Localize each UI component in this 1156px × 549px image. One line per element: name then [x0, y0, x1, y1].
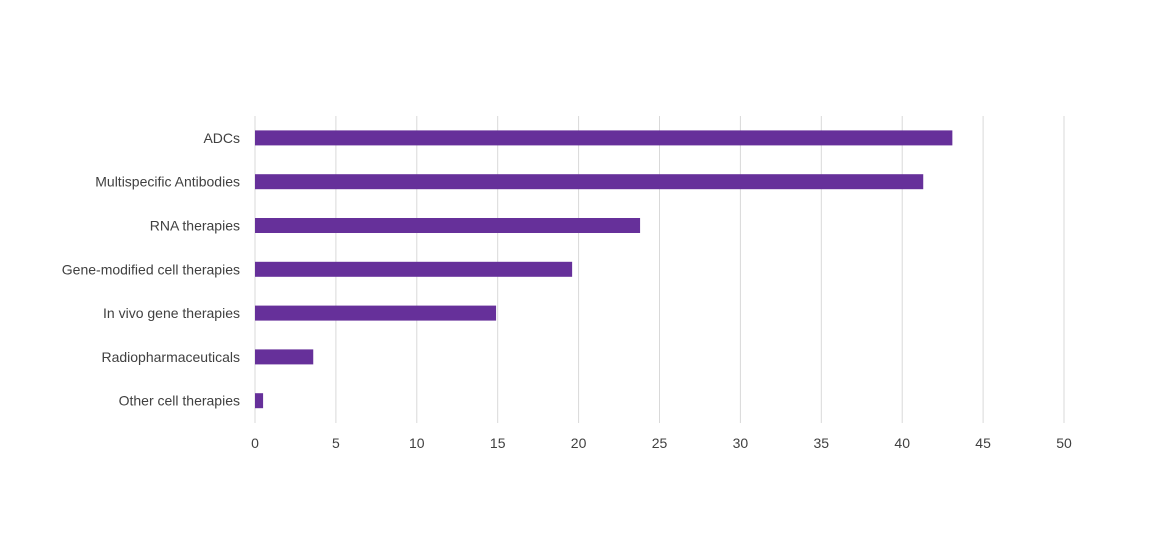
- x-tick-labels: 0 5 10 15 20 25 30 35 40 45 50: [251, 435, 1072, 451]
- x-tick-label: 25: [652, 435, 668, 451]
- category-label: RNA therapies: [150, 218, 240, 234]
- bar-radiopharmaceuticals: [255, 349, 314, 365]
- category-label: Radiopharmaceuticals: [101, 349, 240, 365]
- x-tick-label: 0: [251, 435, 259, 451]
- bars: [255, 130, 953, 409]
- x-tick-label: 15: [490, 435, 506, 451]
- bar-multispecific-antibodies: [255, 174, 924, 190]
- x-tick-label: 40: [894, 435, 910, 451]
- category-label: Gene-modified cell therapies: [62, 261, 240, 277]
- grid-lines: [254, 116, 1065, 423]
- x-tick-label: 45: [975, 435, 991, 451]
- x-tick-label: 35: [814, 435, 830, 451]
- category-label: Other cell therapies: [119, 393, 240, 409]
- category-label: Multispecific Antibodies: [95, 174, 240, 190]
- x-tick-label: 50: [1056, 435, 1072, 451]
- bar-in-vivo-gene-therapies: [255, 305, 497, 321]
- x-tick-label: 30: [733, 435, 749, 451]
- bar-adcs: [255, 130, 953, 146]
- category-label: ADCs: [203, 130, 240, 146]
- bar-gene-modified-cell-therapies: [255, 261, 573, 277]
- x-tick-label: 20: [571, 435, 587, 451]
- bar-other-cell-therapies: [255, 393, 264, 409]
- x-tick-label: 5: [332, 435, 340, 451]
- category-labels: ADCs Multispecific Antibodies RNA therapie…: [62, 130, 240, 409]
- x-tick-label: 10: [409, 435, 425, 451]
- bar-rna-therapies: [255, 218, 641, 233]
- category-label: In vivo gene therapies: [103, 305, 240, 321]
